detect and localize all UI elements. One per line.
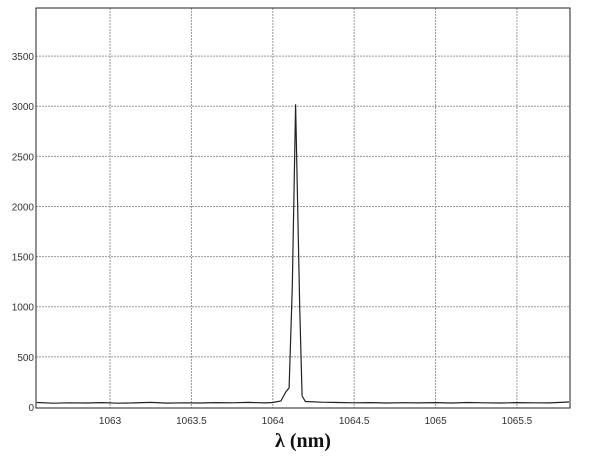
plot-frame — [35, 7, 571, 409]
x-tick-label: 1065 — [424, 416, 447, 427]
x-tick-label: 1063.5 — [176, 416, 207, 427]
y-tick-label: 2500 — [12, 152, 35, 163]
y-tick-label: 1500 — [12, 253, 35, 264]
x-tick-label: 1064 — [262, 416, 285, 427]
x-axis-label: λ (nm) — [275, 430, 331, 452]
x-tick-label: 1065.5 — [502, 416, 533, 427]
y-tick-label: 500 — [17, 353, 34, 364]
grid — [36, 8, 570, 408]
y-ticks: 0 500 1000 1500 2000 2500 3000 3500 — [12, 52, 35, 414]
y-tick-label: 1000 — [12, 303, 35, 314]
x-tick-label: 1064.5 — [339, 416, 370, 427]
series-line — [36, 104, 570, 404]
y-tick-label: 3000 — [12, 102, 35, 113]
y-tick-label: 0 — [28, 403, 34, 414]
x-tick-label: 1063 — [99, 416, 122, 427]
y-tick-label: 2000 — [12, 202, 35, 213]
x-ticks: 1063 1063.5 1064 1064.5 1065 1065.5 — [99, 416, 533, 427]
y-tick-label: 3500 — [12, 52, 35, 63]
